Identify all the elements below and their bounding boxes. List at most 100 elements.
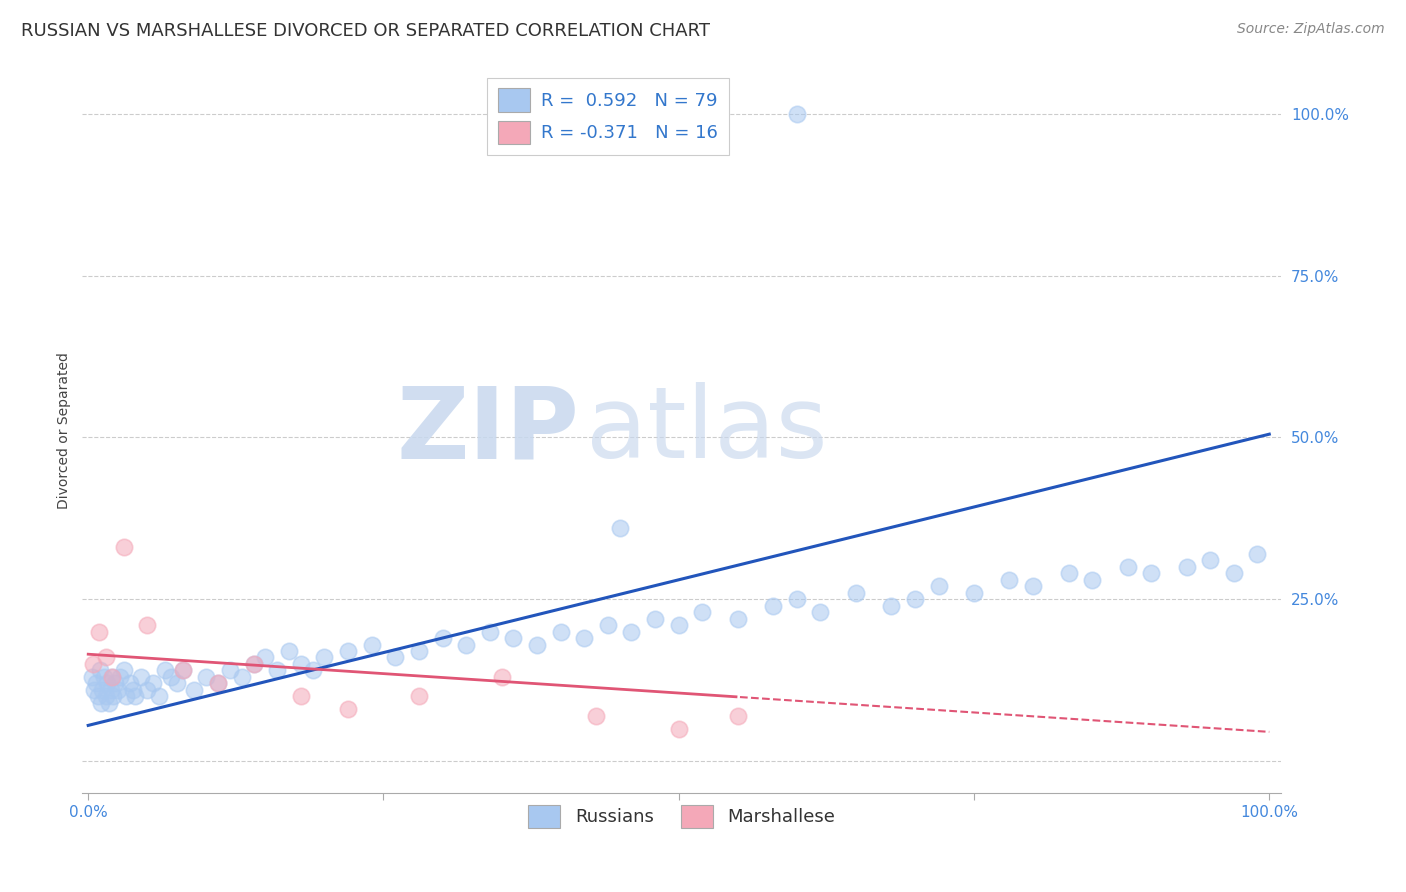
Point — [231, 670, 253, 684]
Point — [98, 696, 121, 710]
Point — [101, 670, 124, 684]
Point — [644, 612, 666, 626]
Point — [131, 670, 153, 684]
Point — [668, 618, 690, 632]
Point — [112, 664, 135, 678]
Point — [478, 624, 501, 639]
Point — [278, 644, 301, 658]
Point — [183, 682, 205, 697]
Point — [301, 664, 323, 678]
Point — [82, 657, 104, 671]
Point — [136, 618, 159, 632]
Point — [360, 638, 382, 652]
Point — [1246, 547, 1268, 561]
Point — [160, 670, 183, 684]
Point — [118, 676, 141, 690]
Point — [928, 579, 950, 593]
Point — [998, 573, 1021, 587]
Point — [585, 708, 607, 723]
Text: RUSSIAN VS MARSHALLESE DIVORCED OR SEPARATED CORRELATION CHART: RUSSIAN VS MARSHALLESE DIVORCED OR SEPAR… — [21, 22, 710, 40]
Point — [668, 722, 690, 736]
Point — [1081, 573, 1104, 587]
Point — [1140, 566, 1163, 581]
Text: Source: ZipAtlas.com: Source: ZipAtlas.com — [1237, 22, 1385, 37]
Point — [108, 670, 131, 684]
Point — [1116, 559, 1139, 574]
Point — [337, 702, 360, 716]
Point — [219, 664, 242, 678]
Point — [89, 664, 111, 678]
Point — [100, 682, 122, 697]
Point — [207, 676, 229, 690]
Point — [266, 664, 288, 678]
Point — [596, 618, 619, 632]
Point — [153, 664, 176, 678]
Point — [90, 696, 112, 710]
Point — [83, 682, 105, 697]
Point — [96, 676, 118, 690]
Point — [136, 682, 159, 697]
Point — [93, 670, 115, 684]
Point — [845, 585, 868, 599]
Point — [242, 657, 264, 671]
Point — [104, 676, 127, 690]
Point — [786, 592, 808, 607]
Point — [101, 690, 124, 704]
Point — [124, 690, 146, 704]
Point — [290, 690, 312, 704]
Legend: Russians, Marshallese: Russians, Marshallese — [520, 797, 842, 835]
Point — [242, 657, 264, 671]
Point — [142, 676, 165, 690]
Point — [384, 650, 406, 665]
Point — [314, 650, 336, 665]
Point — [692, 605, 714, 619]
Point — [87, 624, 110, 639]
Point — [337, 644, 360, 658]
Point — [166, 676, 188, 690]
Point — [1057, 566, 1080, 581]
Point — [172, 664, 194, 678]
Point — [86, 690, 108, 704]
Point — [408, 644, 430, 658]
Point — [491, 670, 513, 684]
Point — [1223, 566, 1246, 581]
Point — [86, 676, 108, 690]
Point — [963, 585, 986, 599]
Y-axis label: Divorced or Separated: Divorced or Separated — [58, 352, 72, 509]
Point — [620, 624, 643, 639]
Point — [810, 605, 832, 619]
Point — [786, 107, 808, 121]
Point — [762, 599, 785, 613]
Point — [94, 650, 117, 665]
Text: ZIP: ZIP — [396, 383, 579, 479]
Point — [502, 631, 524, 645]
Point — [727, 612, 749, 626]
Point — [254, 650, 277, 665]
Point — [526, 638, 548, 652]
Point — [94, 690, 117, 704]
Point — [574, 631, 596, 645]
Point — [112, 541, 135, 555]
Point — [904, 592, 927, 607]
Point — [609, 521, 631, 535]
Point — [80, 670, 103, 684]
Point — [880, 599, 903, 613]
Point — [1022, 579, 1045, 593]
Point — [207, 676, 229, 690]
Point — [115, 690, 138, 704]
Point — [727, 708, 749, 723]
Point — [91, 682, 114, 697]
Point — [432, 631, 454, 645]
Point — [148, 690, 170, 704]
Point — [107, 682, 129, 697]
Point — [290, 657, 312, 671]
Point — [101, 670, 124, 684]
Text: atlas: atlas — [586, 383, 827, 479]
Point — [456, 638, 478, 652]
Point — [1199, 553, 1222, 567]
Point — [172, 664, 194, 678]
Point — [195, 670, 218, 684]
Point — [408, 690, 430, 704]
Point — [122, 682, 145, 697]
Point — [550, 624, 572, 639]
